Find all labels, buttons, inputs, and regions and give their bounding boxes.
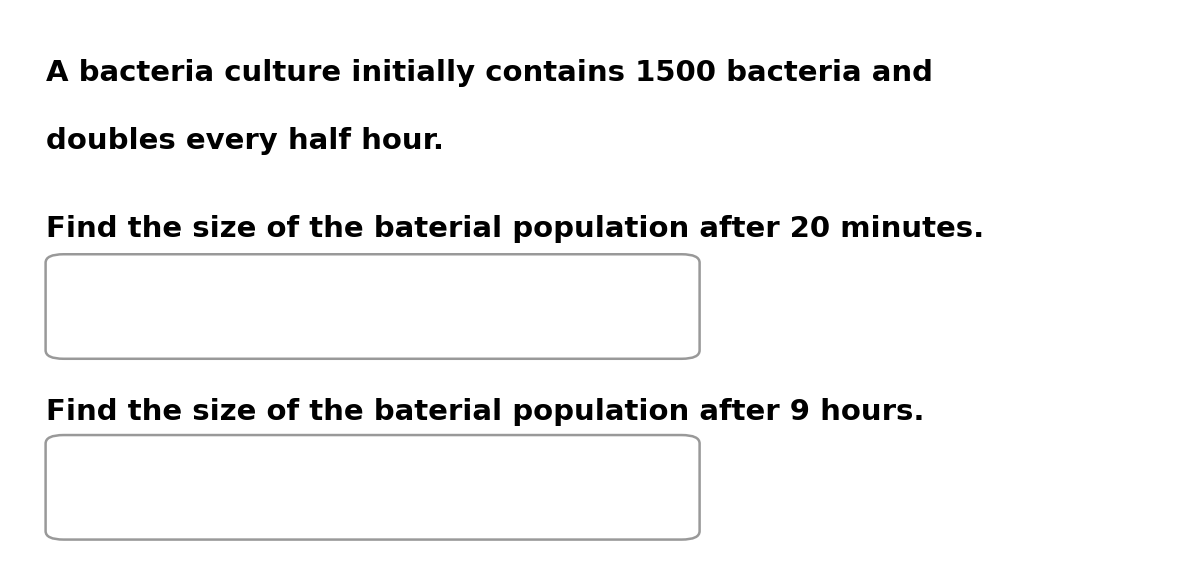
FancyBboxPatch shape bbox=[46, 435, 700, 540]
Text: doubles every half hour.: doubles every half hour. bbox=[46, 127, 444, 155]
Text: A bacteria culture initially contains 1500 bacteria and: A bacteria culture initially contains 15… bbox=[46, 59, 932, 88]
FancyBboxPatch shape bbox=[46, 254, 700, 359]
Text: Find the size of the baterial population after 20 minutes.: Find the size of the baterial population… bbox=[46, 215, 984, 243]
Text: Find the size of the baterial population after 9 hours.: Find the size of the baterial population… bbox=[46, 398, 924, 427]
